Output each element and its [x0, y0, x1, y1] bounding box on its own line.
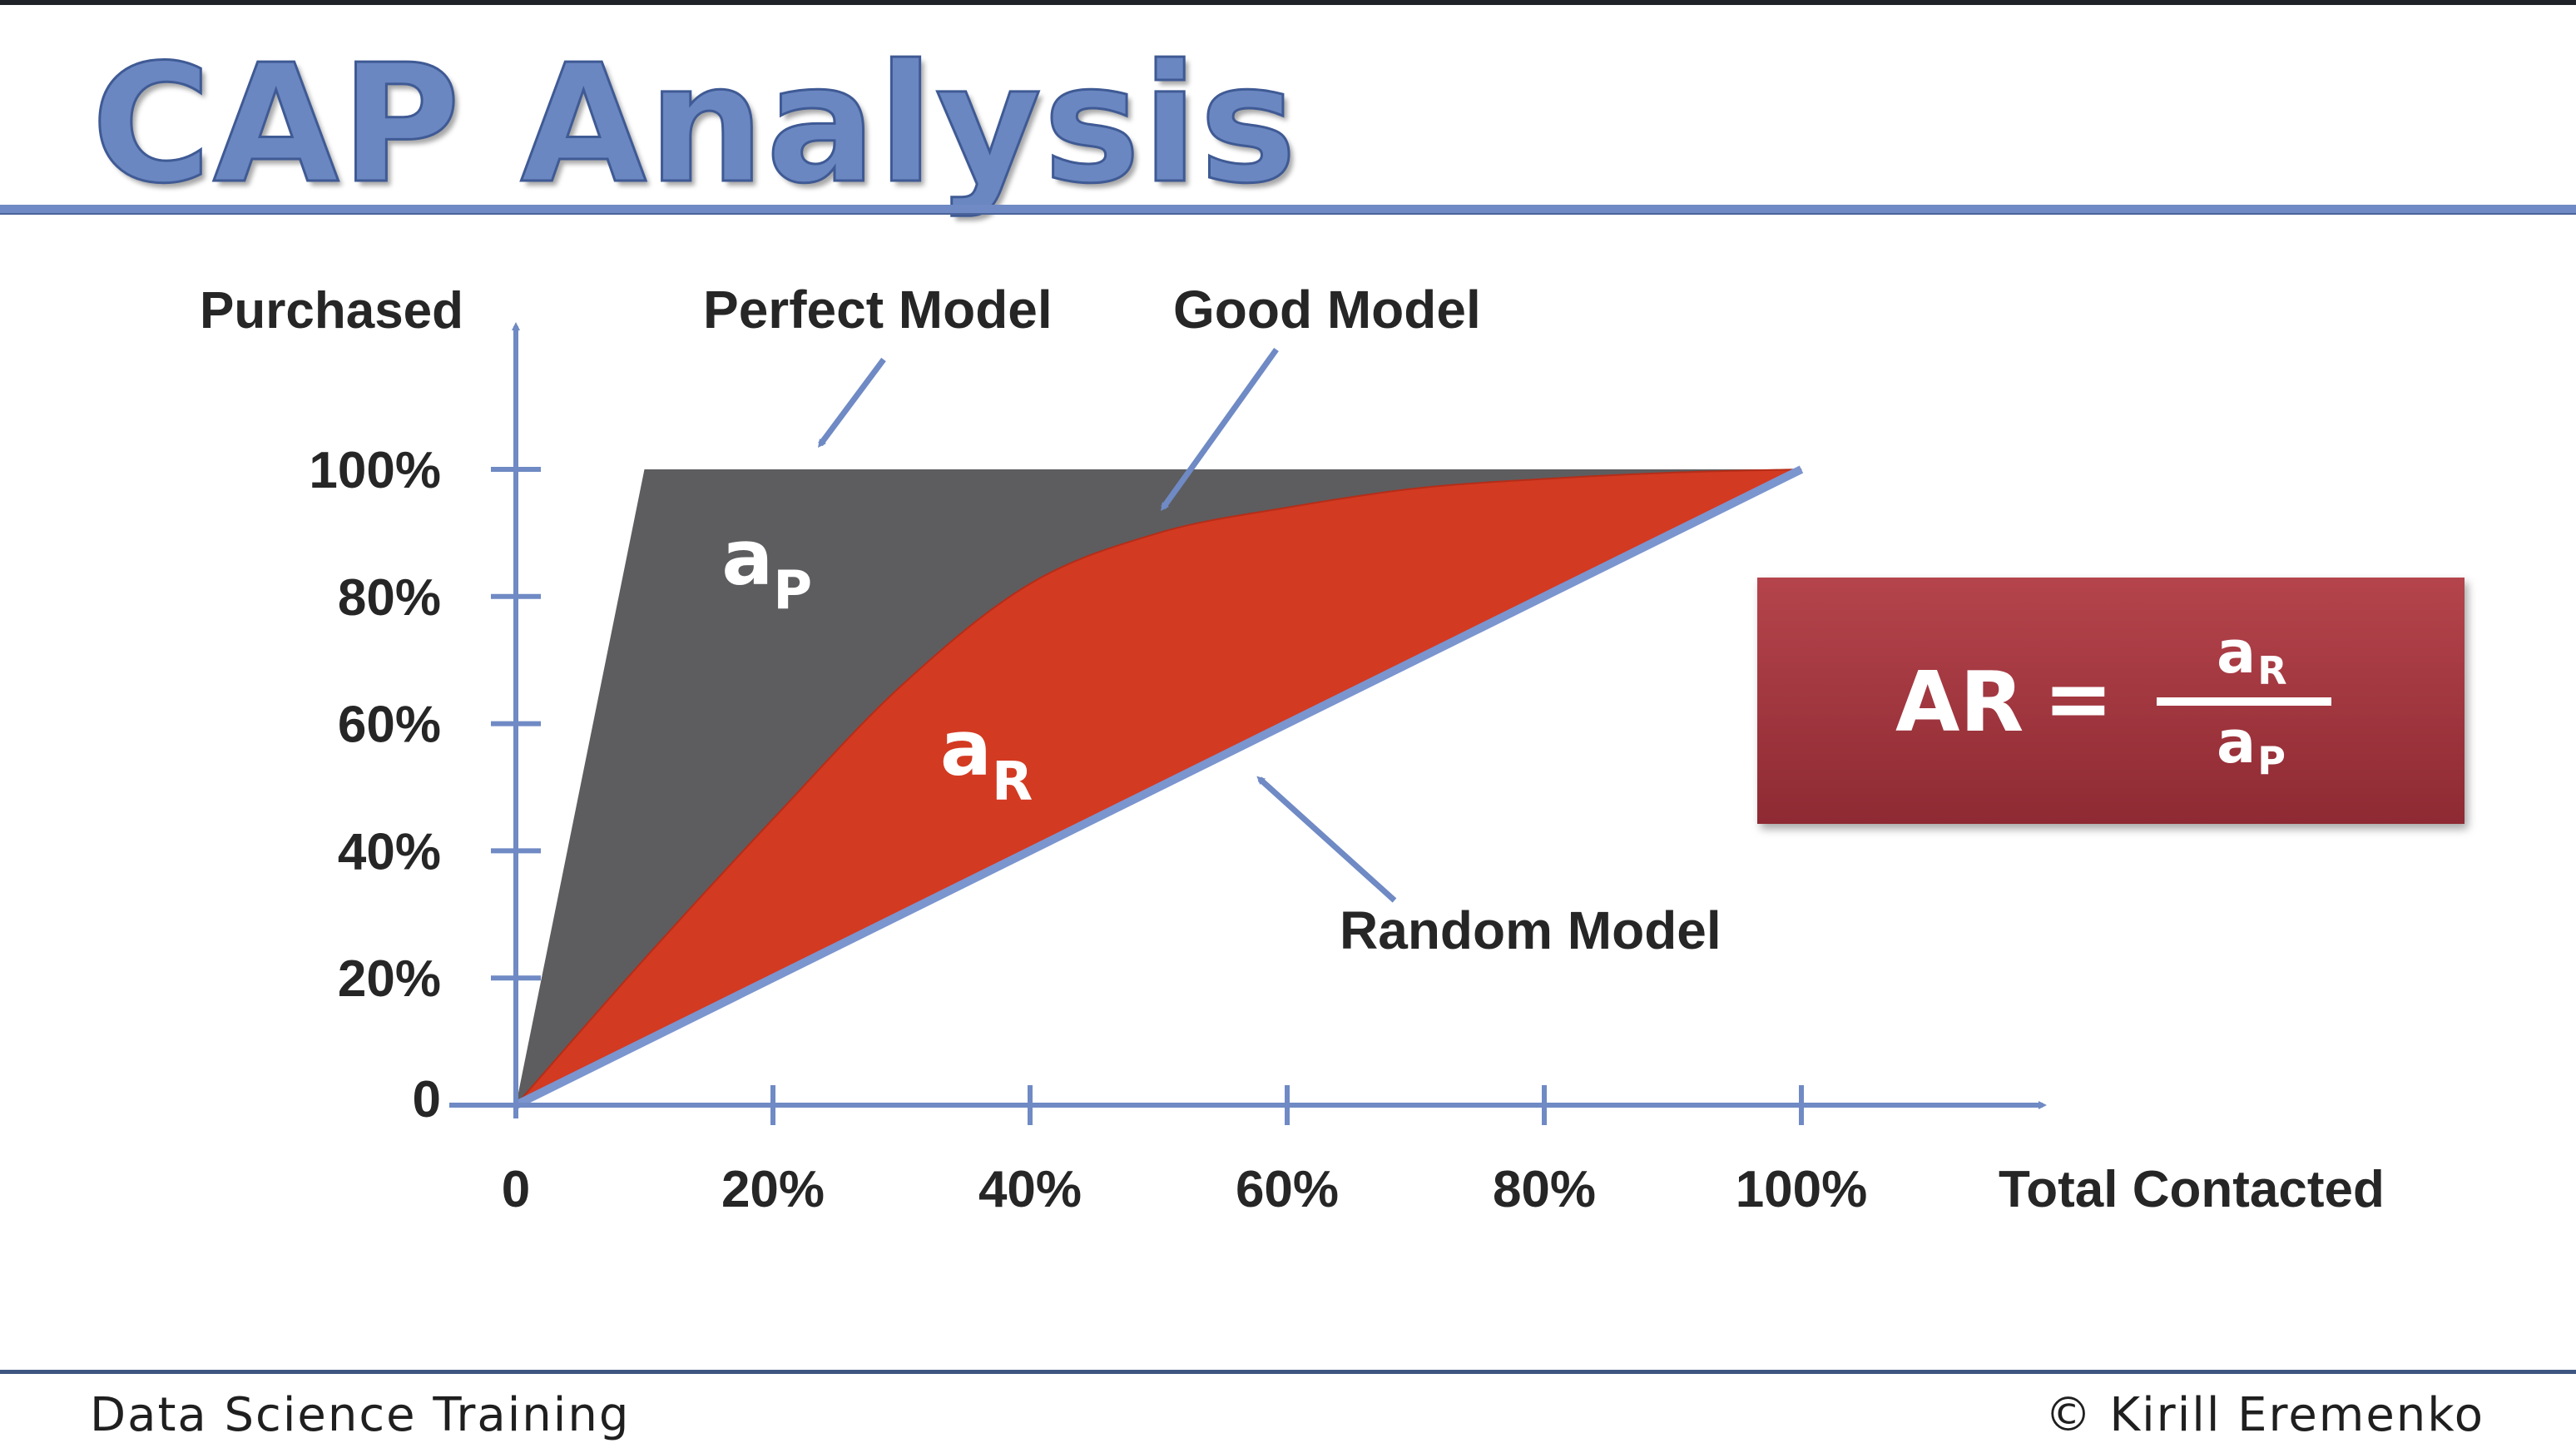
y-tick-label: 40% — [338, 823, 441, 880]
x-tick-label: 0 — [502, 1161, 530, 1218]
y-tick-label: 60% — [338, 697, 441, 754]
perfect-model-pointer — [818, 357, 886, 449]
y-tick-label: 20% — [338, 950, 441, 1008]
slide-title: CAP Analysis — [90, 30, 1299, 220]
top-border — [0, 0, 2576, 5]
equals-sign: = — [2043, 650, 2113, 747]
area-label-r: aR — [940, 704, 1033, 813]
good-model-label: Good Model — [1173, 280, 1481, 340]
footer-brand: Data Science Training — [90, 1388, 631, 1442]
title-divider — [0, 205, 2576, 215]
ar-label: AR — [1895, 653, 2024, 751]
fraction-bar — [2157, 697, 2331, 706]
ar-denominator: aP — [2217, 708, 2286, 783]
y-axis-label: Purchased — [200, 282, 463, 340]
footer-copyright: © Kirill Eremenko — [2044, 1388, 2484, 1442]
area-label-p: aP — [721, 513, 812, 622]
random-model-pointer — [1256, 776, 1397, 903]
ar-numerator: aR — [2217, 618, 2287, 693]
y-tick-label: 80% — [338, 569, 441, 627]
accuracy-ratio-box: AR = aR aP — [1757, 578, 2465, 824]
perfect-model-label: Perfect Model — [703, 280, 1053, 340]
random-model-line — [513, 465, 1804, 1109]
footer-divider — [0, 1370, 2576, 1374]
y-tick-label: 100% — [309, 442, 441, 499]
x-tick-label: 20% — [721, 1161, 825, 1218]
y-tick-label: 0 — [413, 1071, 441, 1128]
x-tick-label: 80% — [1493, 1161, 1596, 1218]
random-model-label: Random Model — [1340, 900, 1721, 960]
x-axis-label: Total Contacted — [1999, 1161, 2385, 1218]
x-tick-label: 60% — [1236, 1161, 1339, 1218]
x-tick-label: 40% — [978, 1161, 1082, 1218]
x-tick-label: 100% — [1736, 1161, 1868, 1218]
good-model-pointer — [1161, 347, 1279, 512]
